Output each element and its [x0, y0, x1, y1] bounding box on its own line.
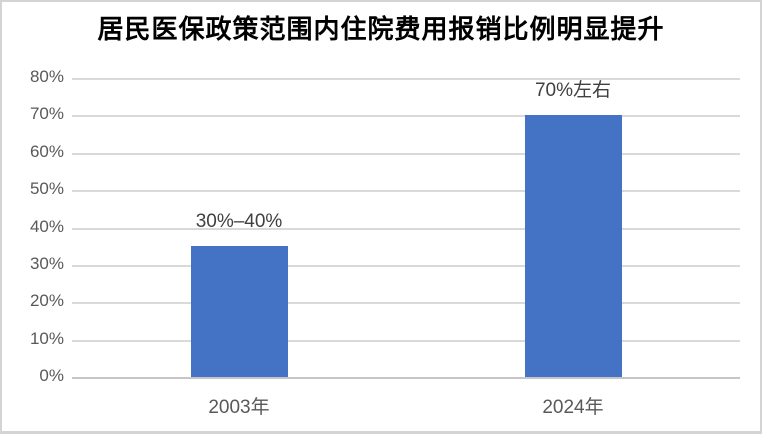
y-axis-tick-label: 40% — [29, 216, 64, 236]
gridline — [72, 190, 740, 193]
y-axis-tick-label: 50% — [29, 179, 64, 199]
gridline — [72, 152, 740, 155]
y-axis-tick-label: 80% — [29, 67, 64, 86]
x-axis-category-label: 2003年 — [208, 397, 270, 418]
bar-data-label: 70%左右 — [534, 80, 612, 102]
bar-2003年 — [190, 246, 288, 377]
plot-area: 30%–40% 70%左右 — [72, 78, 740, 379]
y-axis-tick-label: 10% — [29, 328, 64, 348]
gridline — [72, 264, 740, 267]
y-axis-tick-label: 60% — [29, 141, 64, 161]
y-axis-tick-label: 20% — [29, 291, 64, 311]
y-axis-tick-label: 70% — [29, 104, 64, 124]
y-axis-tick-label: 30% — [29, 253, 64, 273]
gridline — [72, 227, 740, 230]
y-axis-tick-label: 0% — [39, 366, 64, 385]
x-axis: 2003年 2024年 — [72, 390, 740, 420]
gridline — [72, 302, 740, 305]
bar-data-label: 30%–40% — [195, 211, 283, 233]
bar-2024年 — [524, 115, 622, 377]
gridline — [72, 115, 740, 118]
x-axis-line — [72, 377, 740, 379]
x-axis-category-label: 2024年 — [542, 397, 604, 418]
gridline — [72, 339, 740, 342]
y-axis: 0% 10% 20% 30% 40% 50% 60% 70% 80% — [2, 67, 64, 385]
gridline — [72, 78, 740, 80]
chart-title: 居民医保政策范围内住院费用报销比例明显提升 — [97, 14, 665, 44]
